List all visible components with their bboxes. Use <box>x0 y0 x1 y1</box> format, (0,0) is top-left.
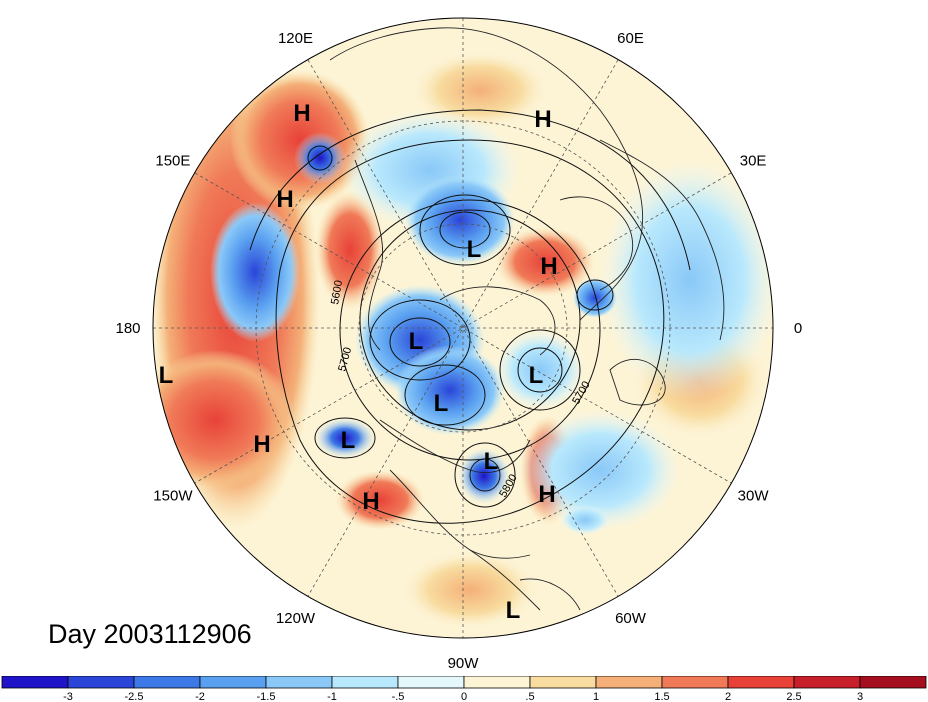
colorbar-box <box>529 676 597 689</box>
colorbar-box <box>199 676 267 689</box>
longitude-label: 90W <box>448 655 480 672</box>
colorbar-tick-label: 2.5 <box>786 691 801 702</box>
high-pressure-label: H <box>538 481 555 508</box>
longitude-label: 60E <box>617 30 644 47</box>
colorbar-box <box>133 676 201 689</box>
colorbar-box <box>265 676 333 689</box>
colorbar-tick-label: 1 <box>593 691 599 702</box>
colorbar-box <box>595 676 663 689</box>
colorbar-boxes <box>1 676 927 689</box>
longitude-label: 180 <box>115 320 140 337</box>
low-pressure-label: L <box>434 390 449 417</box>
colorbar-box <box>463 676 531 689</box>
colorbar-tick-label: -1 <box>327 691 337 702</box>
colorbar-box <box>661 676 729 689</box>
colorbar-box <box>793 676 861 689</box>
colorbar: -3 -2.5 -2 -1.5 -1 -.5 0 .5 1 1.5 2 2.5 3 <box>1 676 927 702</box>
longitude-label: 60W <box>615 610 647 627</box>
colorbar-tick-label: .5 <box>525 691 534 702</box>
colorbar-tick-label: -2 <box>195 691 205 702</box>
colorbar-tick-label: -3 <box>63 691 73 702</box>
day-label: Day 2003112906 <box>48 619 252 649</box>
colorbar-tick-label: 1.5 <box>654 691 669 702</box>
lat-lon-grid <box>153 18 773 638</box>
map-boundary <box>152 17 774 639</box>
colorbar-tick-label: 0 <box>461 691 467 702</box>
longitude-label: 150W <box>153 488 193 505</box>
low-pressure-label: L <box>506 597 521 624</box>
low-pressure-label: L <box>529 362 544 389</box>
low-pressure-label: L <box>409 328 424 355</box>
high-pressure-label: H <box>276 186 293 213</box>
high-pressure-label: H <box>362 488 379 515</box>
high-pressure-label: H <box>293 100 310 127</box>
height-contours <box>249 109 691 524</box>
high-pressure-label: H <box>540 253 557 280</box>
longitude-label: 120E <box>278 30 313 47</box>
colorbar-box <box>397 676 465 689</box>
colorbar-box <box>859 676 927 689</box>
contour-value-label: 5600 <box>329 279 345 305</box>
longitude-label: 90E <box>450 0 477 2</box>
low-pressure-label: L <box>467 236 482 263</box>
low-pressure-label: L <box>159 362 174 389</box>
longitude-label: 30W <box>738 488 770 505</box>
longitude-label: 150E <box>155 153 190 170</box>
colorbar-box <box>331 676 399 689</box>
low-pressure-label: L <box>341 427 356 454</box>
colorbar-tick-label: -2.5 <box>125 691 144 702</box>
high-pressure-label: H <box>534 106 551 133</box>
colorbar-box <box>67 676 135 689</box>
colorbar-tick-label: 2 <box>725 691 731 702</box>
longitude-labels: 90E 60E 30E 0 30W 60W 90W 120W 150W 180 150E 120E <box>115 0 802 672</box>
colorbar-box <box>727 676 795 689</box>
longitude-label: 120W <box>276 610 316 627</box>
colorbar-tick-label: -1.5 <box>257 691 276 702</box>
colorbar-tick-label: -.5 <box>392 691 405 702</box>
colorbar-box <box>1 676 69 689</box>
longitude-label: 30E <box>740 153 767 170</box>
colorbar-tick-label: 3 <box>857 691 863 702</box>
pressure-center-labels: H H H L H L L L L L H L H H L <box>159 100 558 624</box>
low-pressure-label: L <box>484 448 499 475</box>
high-pressure-label: H <box>253 431 270 458</box>
colorbar-ticks: -3 -2.5 -2 -1.5 -1 -.5 0 .5 1 1.5 2 2.5 3 <box>63 691 863 702</box>
longitude-label: 0 <box>794 320 802 337</box>
